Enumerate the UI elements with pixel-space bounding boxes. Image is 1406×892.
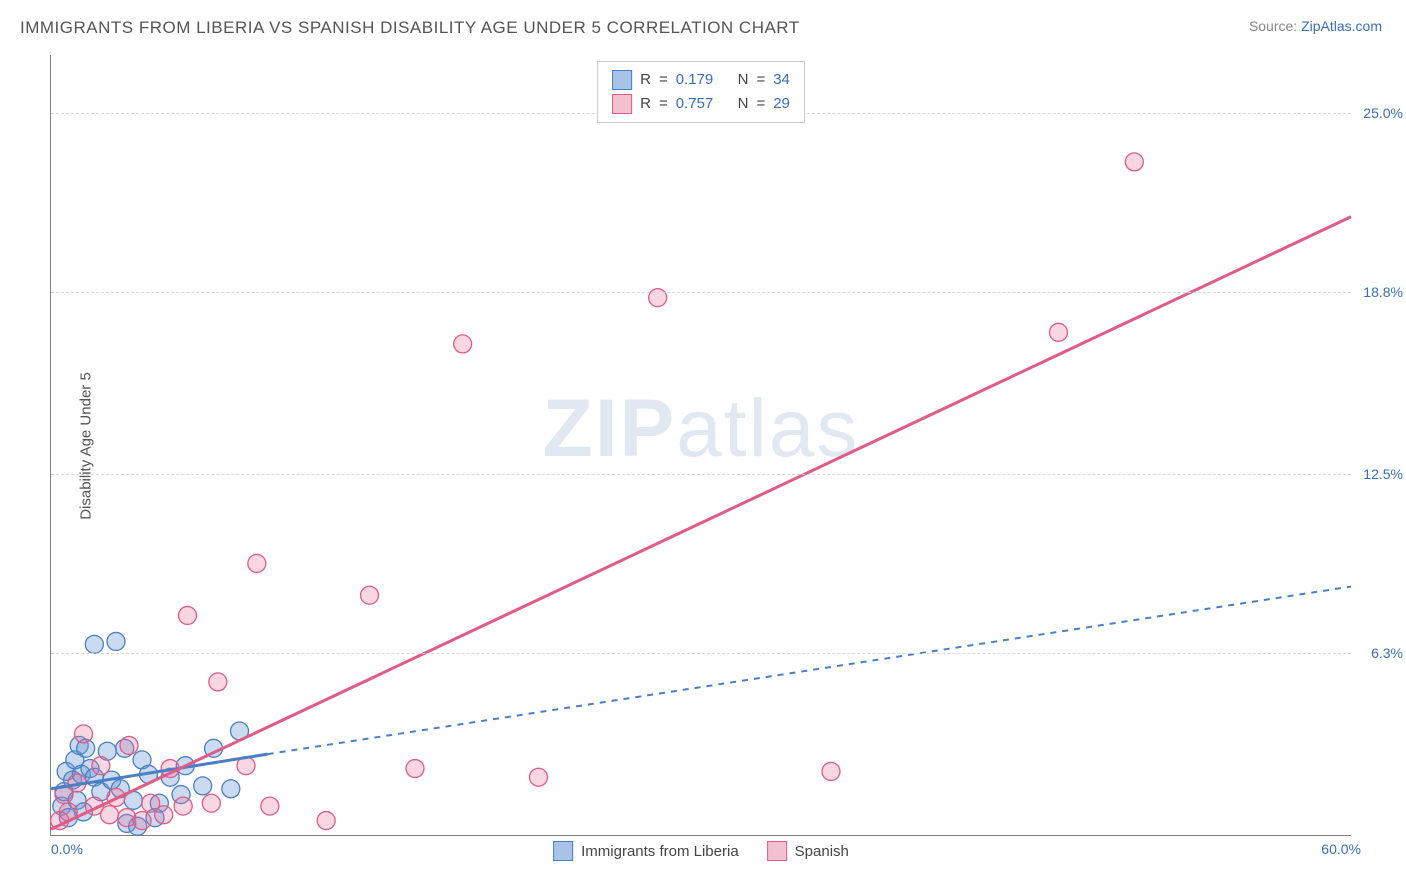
gridline [51, 474, 1351, 475]
legend-eq: = [659, 68, 668, 92]
legend-eq: = [756, 68, 765, 92]
source-attribution: Source: ZipAtlas.com [1249, 18, 1382, 34]
data-point [454, 335, 472, 353]
data-point [194, 777, 212, 795]
data-point [248, 554, 266, 572]
gridline [51, 653, 1351, 654]
data-point [1125, 153, 1143, 171]
trend-line-extrapolated [268, 587, 1351, 755]
trend-line [51, 217, 1351, 829]
data-point [1050, 323, 1068, 341]
legend-r-label: R [640, 68, 651, 92]
legend-n-value-spanish: 29 [773, 92, 790, 116]
legend-row-liberia: R = 0.179 N = 34 [612, 68, 790, 92]
data-point [406, 760, 424, 778]
data-point [179, 606, 197, 624]
legend-row-spanish: R = 0.757 N = 29 [612, 92, 790, 116]
y-tick-label: 25.0% [1363, 105, 1403, 121]
data-point [261, 797, 279, 815]
legend-label-spanish: Spanish [795, 843, 849, 860]
legend-n-label: N [738, 92, 749, 116]
data-point [222, 780, 240, 798]
y-tick-label: 6.3% [1371, 645, 1403, 661]
legend-eq: = [756, 92, 765, 116]
correlation-legend: R = 0.179 N = 34 R = 0.757 N = 29 [597, 61, 805, 123]
legend-r-label: R [640, 92, 651, 116]
data-point [155, 806, 173, 824]
legend-item-liberia: Immigrants from Liberia [553, 841, 739, 861]
data-point [120, 736, 138, 754]
y-tick-label: 18.8% [1363, 284, 1403, 300]
data-point [202, 794, 220, 812]
gridline [51, 292, 1351, 293]
data-point [92, 757, 110, 775]
legend-r-value-liberia: 0.179 [676, 68, 714, 92]
y-tick-label: 12.5% [1363, 466, 1403, 482]
data-point [209, 673, 227, 691]
legend-item-spanish: Spanish [767, 841, 849, 861]
legend-eq: = [659, 92, 668, 116]
legend-n-label: N [738, 68, 749, 92]
series-legend: Immigrants from Liberia Spanish [553, 841, 849, 861]
data-point [361, 586, 379, 604]
swatch-spanish [612, 94, 632, 114]
chart-title: IMMIGRANTS FROM LIBERIA VS SPANISH DISAB… [20, 18, 800, 38]
legend-n-value-liberia: 34 [773, 68, 790, 92]
data-point [75, 725, 93, 743]
swatch-liberia [612, 70, 632, 90]
data-point [101, 806, 119, 824]
legend-label-liberia: Immigrants from Liberia [581, 843, 739, 860]
data-point [530, 768, 548, 786]
legend-r-value-spanish: 0.757 [676, 92, 714, 116]
data-point [317, 812, 335, 830]
data-point [133, 812, 151, 830]
data-point [822, 762, 840, 780]
x-origin-label: 0.0% [51, 841, 83, 857]
data-point [85, 635, 103, 653]
source-label: Source: [1249, 18, 1297, 34]
data-point [107, 632, 125, 650]
swatch-liberia-bottom [553, 841, 573, 861]
x-max-label: 60.0% [1321, 841, 1361, 857]
data-point [174, 797, 192, 815]
swatch-spanish-bottom [767, 841, 787, 861]
plot-svg [51, 55, 1351, 835]
source-link[interactable]: ZipAtlas.com [1301, 18, 1382, 34]
plot-area: ZIPatlas R = 0.179 N = 34 R = 0.757 N = … [50, 55, 1351, 836]
